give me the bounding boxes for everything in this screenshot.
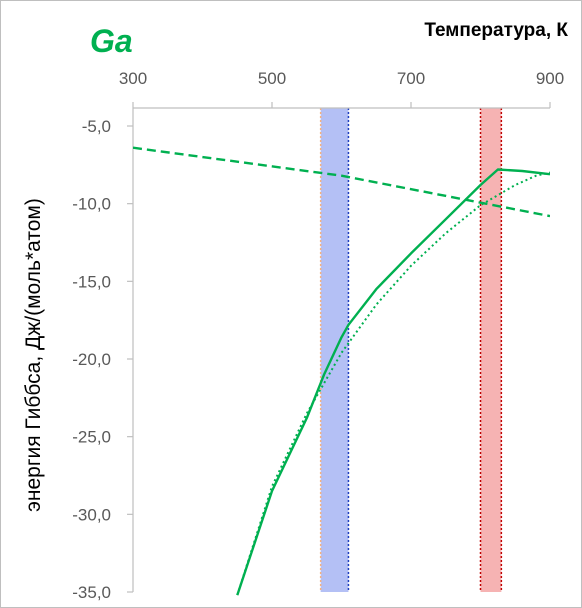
labels-layer: 300 500 700 900 -5,0 -10,0 -15,0 -20,0 -25,0 -30,… — [72, 69, 564, 602]
y-tick-label-2: -15,0 — [72, 272, 111, 291]
x-tick-label-3: 900 — [536, 69, 564, 88]
series-line-dashed — [133, 146, 550, 218]
bands-layer — [319, 108, 503, 592]
y-tick-label-1: -10,0 — [72, 195, 111, 214]
x-tick-label-0: 300 — [119, 69, 147, 88]
y-tick-label-4: -25,0 — [72, 428, 111, 447]
band-1 — [480, 108, 502, 592]
x-tick-label-2: 700 — [397, 69, 425, 88]
y-axis-title: энергия Гиббса, Дж/(моль*атом) — [22, 198, 45, 512]
series-line-solid — [236, 168, 550, 596]
series-line-dotted — [236, 171, 550, 596]
x-tick-label-1: 500 — [258, 69, 286, 88]
y-tick-label-0: -5,0 — [82, 117, 111, 136]
series-layer — [133, 146, 550, 596]
y-tick-label-3: -20,0 — [72, 350, 111, 369]
y-tick-label-6: -35,0 — [72, 583, 111, 602]
chart-title: Ga — [90, 23, 133, 59]
y-tick-label-5: -30,0 — [72, 505, 111, 524]
axes-layer — [127, 102, 551, 593]
x-axis-title: Температура, К — [424, 20, 568, 41]
